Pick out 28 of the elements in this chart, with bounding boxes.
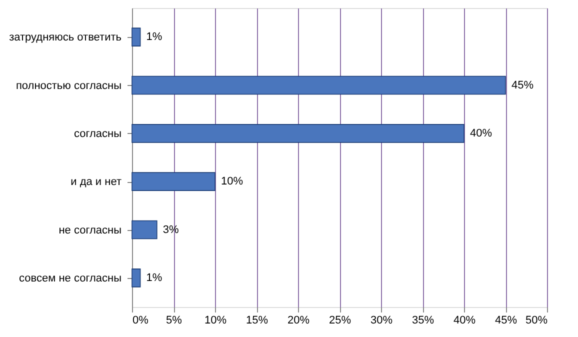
x-tick-label: 45% [494, 314, 518, 326]
bar [132, 268, 141, 288]
data-label: 1% [146, 272, 162, 284]
bar [132, 124, 464, 143]
y-tick-label: полностью согласны [16, 80, 122, 92]
x-tick-label: 10% [204, 314, 227, 326]
y-tick-label: затрудняюсь ответить [9, 32, 122, 44]
data-label: 10% [221, 176, 244, 188]
bar [132, 220, 158, 240]
x-tick-label: 15% [246, 314, 268, 326]
x-tick-label: 30% [370, 314, 393, 326]
x-tick-label: 5% [166, 314, 182, 326]
bar [132, 28, 141, 46]
x-tick-label: 20% [287, 314, 310, 326]
data-label: 1% [146, 31, 162, 44]
x-tick-label: 50% [525, 314, 548, 326]
y-tick-label: совсем не согласны [19, 272, 122, 284]
x-tick-label: 25% [328, 314, 352, 326]
x-tick-label: 35% [412, 314, 434, 326]
y-tick-label: согласны [74, 128, 122, 140]
x-tick-label: 40% [453, 314, 476, 326]
y-tick-label: и да и нет [70, 176, 122, 188]
bar [132, 172, 216, 191]
bar [132, 76, 506, 95]
x-tick-label: 0% [132, 314, 149, 326]
y-tick-label: не согласны [58, 224, 122, 236]
data-label: 45% [512, 79, 534, 92]
data-label: 40% [470, 127, 492, 140]
